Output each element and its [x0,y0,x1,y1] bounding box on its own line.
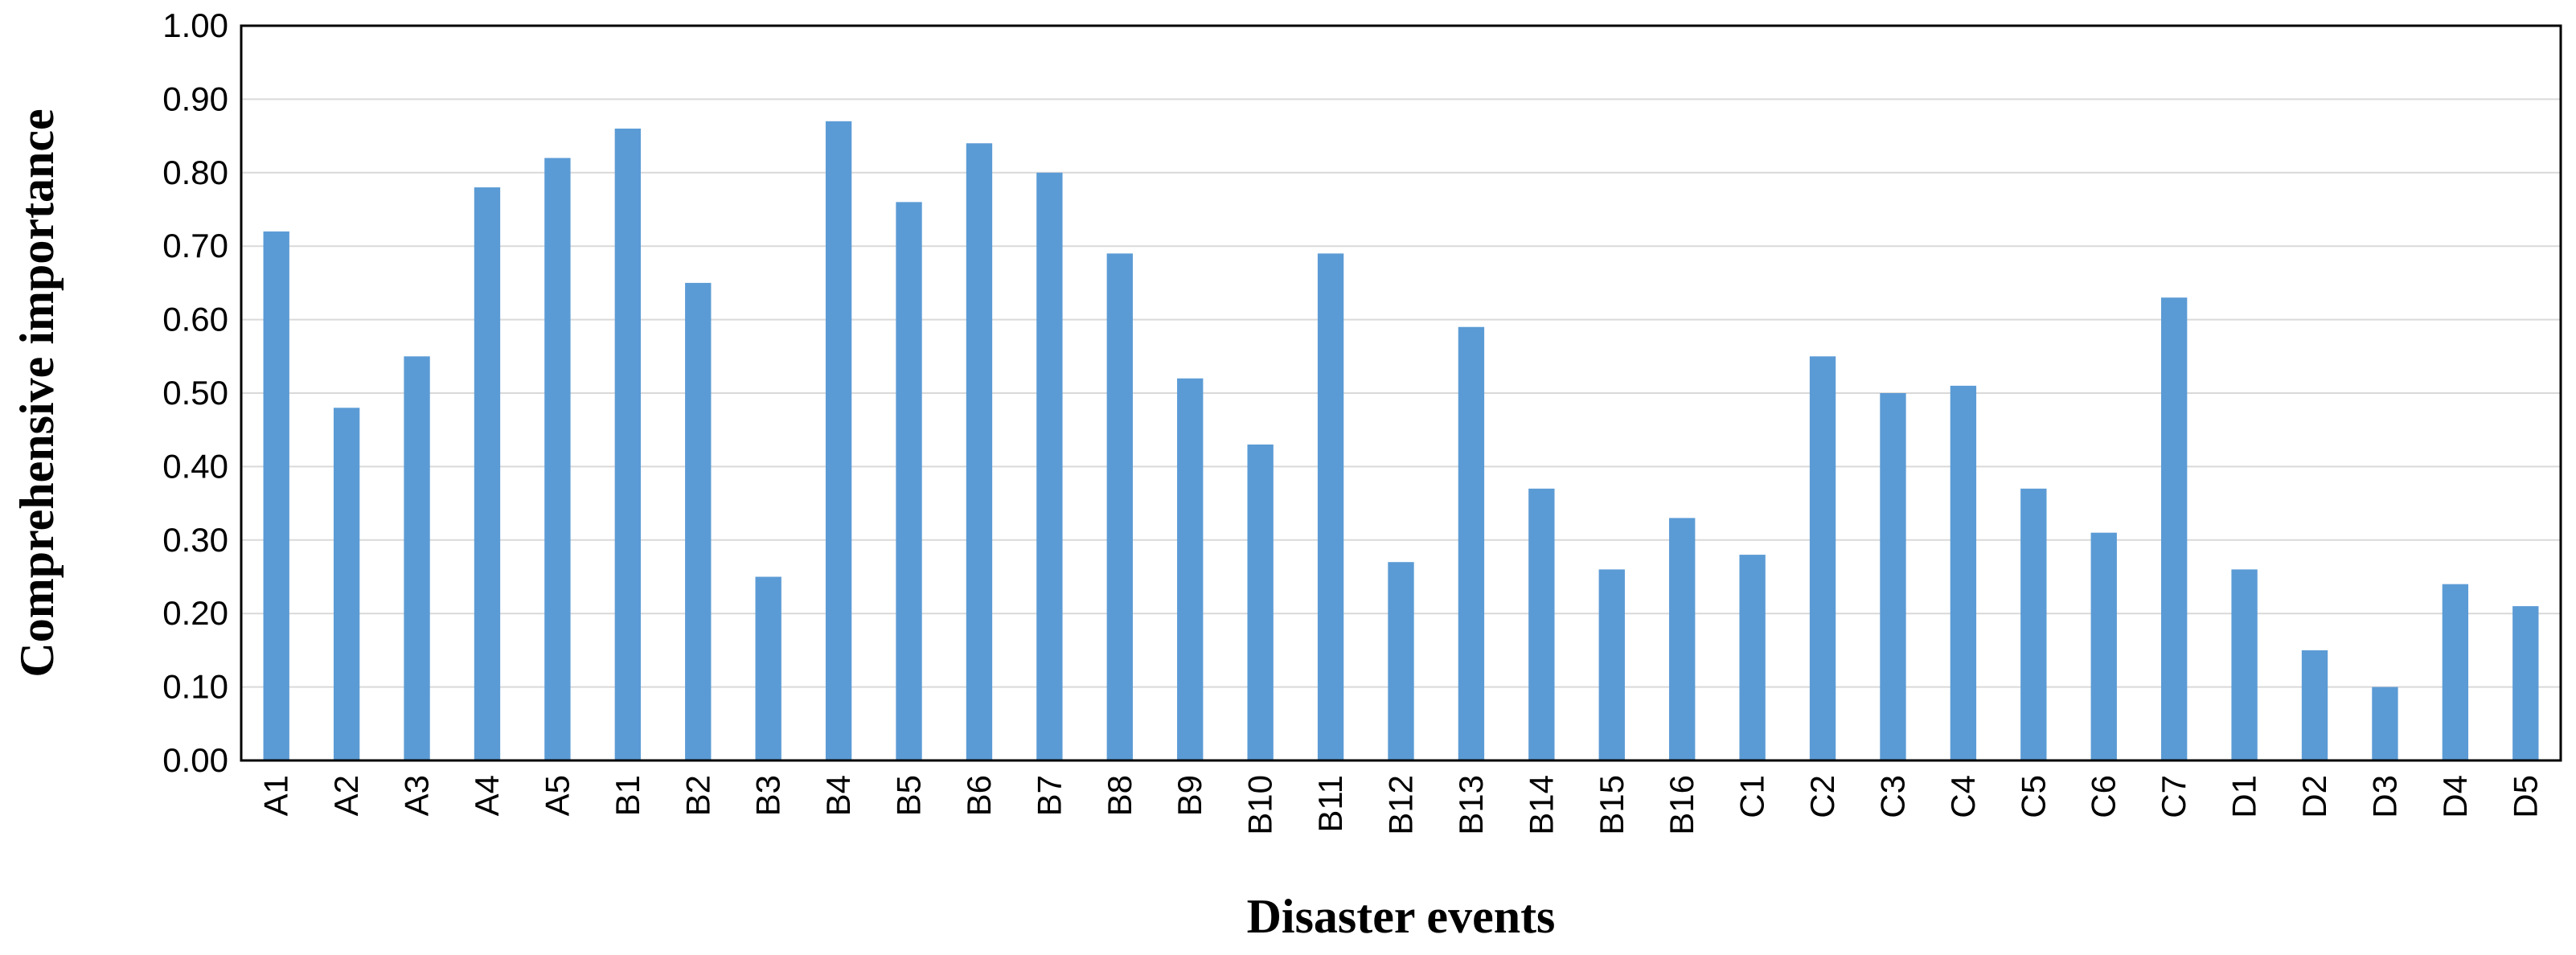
y-tick-label: 0.70 [162,227,228,264]
bar-b14 [1528,488,1555,760]
bar-b1 [614,128,642,760]
x-tick-label: C6 [2085,775,2123,818]
x-tick-label: A3 [398,775,436,816]
x-tick-label: A1 [257,775,295,816]
y-tick-label: 0.30 [162,521,228,559]
x-axis-title: Disaster events [1247,890,1556,943]
x-tick-label: B10 [1241,775,1279,835]
bar-c3 [1880,393,1906,760]
y-tick-label: 0.10 [162,668,228,706]
x-tick-label: B15 [1593,775,1631,835]
bar-b16 [1669,518,1696,760]
x-tick-label: B14 [1522,775,1560,835]
bar-a1 [263,231,289,760]
x-tick-label: D3 [2365,775,2403,818]
bar-b7 [1036,172,1063,761]
y-tick-label: 0.50 [162,374,228,412]
x-axis-ticks: A1 A2 A3 A4 A5 B1 B2 B3 B4 B5 B6 B7 B8 B9 B10 B11 B12 B13… [257,775,2545,835]
x-tick-label: B6 [960,775,998,816]
x-tick-label: B8 [1101,775,1138,816]
x-tick-label: B11 [1311,775,1349,833]
bar-a2 [333,408,360,760]
bar-b5 [896,202,922,761]
x-tick-label: C4 [1944,775,1982,818]
x-tick-label: C5 [2014,775,2052,818]
bar-b10 [1247,444,1274,760]
x-tick-label: B12 [1382,775,1420,835]
bar-d4 [2442,584,2469,760]
bar-c2 [1809,356,1836,760]
bar-b4 [825,121,852,760]
x-tick-label: A5 [538,775,576,816]
x-tick-label: D1 [2225,775,2263,818]
x-tick-label: D5 [2506,775,2544,818]
bar-b13 [1458,326,1485,760]
bar-b2 [685,282,712,760]
y-axis-ticks: 0.00 0.10 0.20 0.30 0.40 0.50 0.60 0.70 0.80 0.90… [162,6,228,779]
x-tick-label: A2 [327,775,365,816]
bar-b12 [1388,562,1414,760]
x-tick-label: B1 [609,775,646,816]
x-tick-label: C7 [2155,775,2192,818]
bar-d1 [2231,569,2258,760]
bar-a4 [474,187,501,760]
bar-b9 [1177,378,1204,760]
x-tick-label: B3 [749,775,787,816]
bar-b11 [1317,253,1344,761]
bar-d2 [2301,650,2328,760]
bar-c1 [1739,555,1766,760]
bar-b6 [966,143,993,761]
y-tick-label: 0.90 [162,80,228,117]
x-tick-label: B9 [1171,775,1208,816]
x-tick-label: B2 [679,775,716,816]
bar-b8 [1106,253,1133,761]
y-tick-label: 0.00 [162,741,228,779]
bar-d3 [2372,687,2398,760]
bar-c5 [2020,488,2047,760]
x-tick-label: B7 [1030,775,1068,816]
y-tick-label: 0.20 [162,594,228,632]
y-tick-label: 0.40 [162,447,228,485]
bar-a5 [544,158,571,760]
x-tick-label: C2 [1803,775,1841,818]
bar-a3 [404,356,430,760]
bar-d5 [2512,606,2539,760]
y-tick-label: 0.80 [162,154,228,191]
x-tick-label: B16 [1663,775,1700,835]
x-tick-label: D2 [2295,775,2333,818]
bar-c4 [1950,385,1977,760]
plot-area-frame [240,24,2562,762]
x-tick-label: D4 [2436,775,2474,818]
bar-b3 [755,576,781,760]
bars [263,121,2539,761]
x-tick-label: C1 [1733,775,1771,818]
y-tick-label: 0.60 [162,301,228,338]
bar-c6 [2090,532,2117,760]
y-axis-title: Comprehensive importance [10,109,64,677]
bar-c7 [2160,297,2188,760]
bar-b15 [1598,569,1625,760]
x-tick-label: A4 [468,775,506,816]
x-tick-label: B4 [819,775,857,816]
y-tick-label: 1.00 [162,6,228,44]
x-tick-label: B5 [890,775,928,816]
x-tick-label: B13 [1452,775,1490,835]
x-tick-label: C3 [1873,775,1911,818]
